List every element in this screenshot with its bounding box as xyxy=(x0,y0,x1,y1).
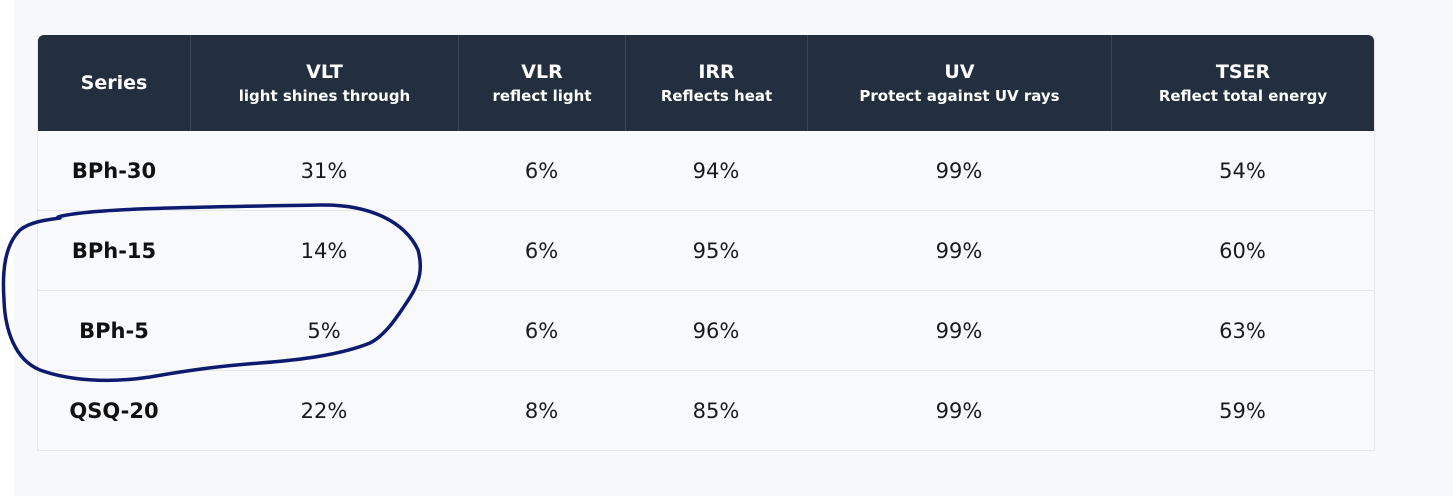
header-vlr: VLR reflect light xyxy=(458,35,625,131)
irr-cell: 95% xyxy=(692,238,740,263)
vlt-cell: 31% xyxy=(300,158,348,183)
uv-cell: 99% xyxy=(935,398,983,423)
header-tser: TSER Reflect total energy xyxy=(1111,35,1374,131)
header-title: IRR xyxy=(698,61,735,83)
vlr-cell: 6% xyxy=(524,238,559,263)
header-subtitle: reflect light xyxy=(492,87,592,105)
vlt-cell: 22% xyxy=(300,398,348,423)
table-row: BPh-5 5% 6% 96% 99% 63% xyxy=(38,290,1374,370)
header-title: TSER xyxy=(1215,61,1271,83)
series-cell: BPh-30 xyxy=(71,158,157,183)
tser-cell: 54% xyxy=(1219,158,1266,183)
series-cell: BPh-15 xyxy=(71,238,157,263)
vlr-cell: 8% xyxy=(524,398,559,423)
header-title: UV xyxy=(944,61,975,83)
uv-cell: 99% xyxy=(935,158,983,183)
uv-cell: 99% xyxy=(935,318,983,343)
header-title: Series xyxy=(80,72,148,94)
header-title: VLT xyxy=(306,61,343,83)
tser-cell: 60% xyxy=(1219,238,1266,263)
header-uv: UV Protect against UV rays xyxy=(807,35,1111,131)
header-series: Series xyxy=(38,35,190,131)
series-cell: QSQ-20 xyxy=(69,398,159,423)
vlt-cell: 14% xyxy=(300,238,348,263)
header-subtitle: Protect against UV rays xyxy=(859,87,1060,105)
irr-cell: 96% xyxy=(692,318,740,343)
table-row: QSQ-20 22% 8% 85% 99% 59% xyxy=(38,370,1374,450)
series-cell: BPh-5 xyxy=(79,318,149,343)
irr-cell: 85% xyxy=(692,398,740,423)
vlr-cell: 6% xyxy=(524,158,559,183)
tser-cell: 59% xyxy=(1219,398,1266,423)
table-row: BPh-15 14% 6% 95% 99% 60% xyxy=(38,210,1374,290)
header-title: VLR xyxy=(521,61,563,83)
header-vlt: VLT light shines through xyxy=(190,35,458,131)
uv-cell: 99% xyxy=(935,238,983,263)
table-header: Series VLT light shines through VLR refl… xyxy=(38,35,1374,131)
vlt-cell: 5% xyxy=(307,318,341,343)
table-body: BPh-30 31% 6% 94% 99% 54% BPh-15 14% 6% … xyxy=(38,131,1374,450)
header-subtitle: light shines through xyxy=(238,87,411,105)
header-subtitle: Reflect total energy xyxy=(1158,87,1328,105)
irr-cell: 94% xyxy=(692,158,740,183)
vlr-cell: 6% xyxy=(524,318,559,343)
header-subtitle: Reflects heat xyxy=(660,87,773,105)
tser-cell: 63% xyxy=(1219,318,1266,343)
header-irr: IRR Reflects heat xyxy=(625,35,807,131)
specs-table: Series VLT light shines through VLR refl… xyxy=(37,35,1375,451)
table-row: BPh-30 31% 6% 94% 99% 54% xyxy=(38,131,1374,210)
